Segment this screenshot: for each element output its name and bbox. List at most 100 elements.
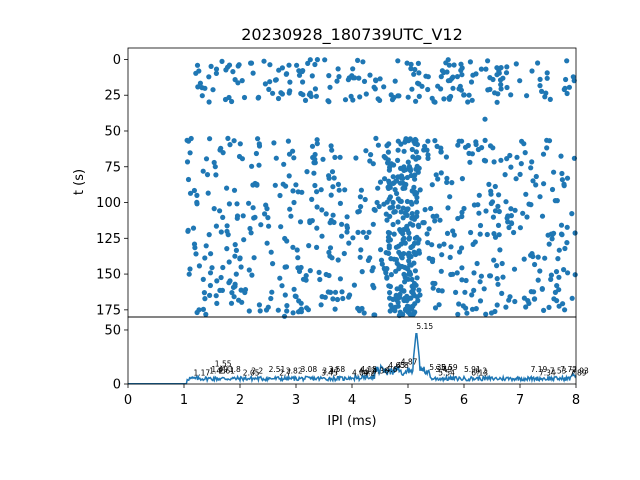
scatter-point xyxy=(291,199,297,206)
scatter-point xyxy=(351,282,357,288)
scatter-point xyxy=(346,294,352,300)
scatter-point xyxy=(529,68,535,74)
scatter-point xyxy=(554,283,560,289)
scatter-point xyxy=(389,97,396,103)
scatter-point xyxy=(295,309,302,315)
scatter-point xyxy=(466,92,472,98)
scatter-point xyxy=(379,261,385,267)
scatter-point xyxy=(468,79,475,85)
scatter-point xyxy=(524,93,530,99)
scatter-point xyxy=(455,311,461,317)
scatter-point xyxy=(211,159,217,166)
scatter-point xyxy=(283,183,289,189)
scatter-point xyxy=(256,302,262,308)
scatter-point xyxy=(225,64,231,70)
scatter-point xyxy=(384,143,390,149)
scatter-point xyxy=(506,297,512,303)
scatter-point xyxy=(537,268,543,274)
scatter-point xyxy=(293,182,299,188)
scatter-point xyxy=(318,187,324,193)
scatter-point xyxy=(331,175,337,181)
scatter-point xyxy=(552,198,558,204)
scatter-point xyxy=(208,251,214,257)
scatter-point xyxy=(200,276,206,282)
scatter-point xyxy=(357,254,363,260)
scatter-point xyxy=(561,267,567,273)
scatter-point xyxy=(543,90,549,96)
scatter-point xyxy=(284,238,290,244)
scatter-point xyxy=(286,173,292,179)
scatter-point xyxy=(319,233,325,239)
scatter-point xyxy=(230,69,236,75)
scatter-point xyxy=(386,283,392,289)
scatter-point xyxy=(556,303,562,309)
scatter-point xyxy=(185,227,191,233)
scatter-point xyxy=(417,187,423,193)
scatter-point xyxy=(562,85,568,91)
scatter-point xyxy=(409,146,415,153)
scatter-point xyxy=(390,199,396,206)
scatter-point xyxy=(406,235,412,241)
scatter-point xyxy=(404,293,410,299)
scatter-point xyxy=(371,206,377,213)
scatter-point xyxy=(539,286,545,292)
scatter-point xyxy=(417,292,423,298)
scatter-point xyxy=(332,289,339,295)
peak-label: 1.49 xyxy=(211,365,228,374)
scatter-point xyxy=(358,247,364,253)
scatter-point xyxy=(438,149,444,155)
scatter-point xyxy=(352,75,358,81)
scatter-axes: 0 25 50 75 100 125 150 175 t (s) xyxy=(72,47,578,319)
scatter-point xyxy=(435,83,441,89)
scatter-point xyxy=(416,70,422,76)
scatter-point xyxy=(514,154,520,160)
scatter-point xyxy=(373,78,379,84)
scatter-point xyxy=(549,186,556,193)
scatter-point xyxy=(233,271,239,277)
peak-label: 5.91 xyxy=(464,365,481,374)
scatter-point xyxy=(269,289,275,295)
scatter-point xyxy=(300,276,307,282)
scatter-point xyxy=(395,204,401,210)
scatter-point xyxy=(476,192,482,198)
scatter-y-tick-label: 25 xyxy=(104,89,121,104)
scatter-point xyxy=(541,181,547,187)
scatter-point xyxy=(470,72,476,78)
scatter-point xyxy=(246,200,252,206)
scatter-point xyxy=(278,224,284,230)
scatter-point xyxy=(520,210,526,216)
histogram-y-tick-label: 0 xyxy=(113,378,121,393)
scatter-point xyxy=(408,61,414,67)
scatter-point xyxy=(377,76,383,82)
scatter-point xyxy=(455,142,461,148)
scatter-point xyxy=(455,215,461,222)
scatter-point xyxy=(400,175,406,181)
scatter-point xyxy=(312,61,318,68)
scatter-point xyxy=(240,213,246,219)
scatter-point xyxy=(412,66,418,73)
peak-label: 4.8 xyxy=(397,361,409,370)
scatter-point xyxy=(483,311,489,317)
scatter-point xyxy=(450,85,456,91)
scatter-point xyxy=(400,215,406,221)
scatter-point xyxy=(393,268,399,274)
scatter-point xyxy=(477,279,483,285)
scatter-point xyxy=(356,208,362,214)
scatter-point xyxy=(320,156,326,162)
scatter-point xyxy=(242,289,248,296)
scatter-point xyxy=(307,218,313,224)
scatter-point xyxy=(256,162,262,168)
scatter-point xyxy=(287,206,293,212)
scatter-point xyxy=(386,250,392,256)
scatter-point xyxy=(468,229,474,236)
scatter-point xyxy=(498,157,504,163)
scatter-point xyxy=(224,246,230,252)
scatter-point xyxy=(385,229,391,236)
scatter-point xyxy=(205,190,211,196)
scatter-point xyxy=(201,290,207,296)
scatter-point xyxy=(562,307,568,313)
scatter-point xyxy=(495,222,502,228)
scatter-point xyxy=(409,276,415,282)
peak-label: 1.45 xyxy=(209,367,226,376)
scatter-point xyxy=(355,229,361,235)
